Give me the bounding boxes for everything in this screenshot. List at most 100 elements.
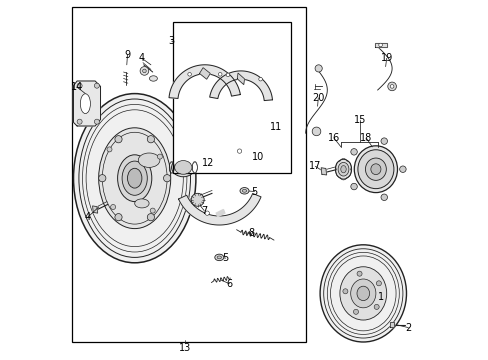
Text: 6: 6 [226,279,232,289]
Polygon shape [199,68,210,79]
Ellipse shape [138,153,160,167]
Circle shape [99,175,106,182]
Polygon shape [178,135,259,165]
Circle shape [378,43,382,47]
Ellipse shape [357,150,393,189]
Text: 17: 17 [308,161,321,171]
Ellipse shape [134,199,149,208]
Circle shape [350,149,357,155]
Polygon shape [209,71,272,100]
Text: 3: 3 [168,36,175,46]
Circle shape [157,154,162,159]
Circle shape [107,147,112,152]
Circle shape [115,213,122,221]
Polygon shape [374,43,386,47]
Circle shape [147,136,154,143]
Polygon shape [218,141,226,151]
Polygon shape [92,206,98,213]
Circle shape [163,175,170,182]
Text: 13: 13 [179,343,191,353]
Ellipse shape [335,159,351,179]
Bar [72,7,305,342]
Ellipse shape [99,128,170,229]
Ellipse shape [214,254,224,261]
Circle shape [399,166,406,172]
Circle shape [94,119,99,124]
Text: 12: 12 [201,158,214,168]
Ellipse shape [240,188,248,194]
Text: 8: 8 [247,228,254,238]
Circle shape [187,72,191,76]
Ellipse shape [356,286,369,301]
Ellipse shape [370,164,380,175]
Circle shape [191,193,204,206]
Text: 9: 9 [124,50,130,60]
Circle shape [226,73,229,77]
Ellipse shape [340,166,346,173]
Ellipse shape [365,158,386,180]
Text: 15: 15 [353,115,366,125]
Circle shape [311,127,320,136]
Ellipse shape [73,94,196,263]
Circle shape [110,204,115,210]
Circle shape [147,213,154,221]
Circle shape [342,289,347,294]
Text: 11: 11 [269,122,282,132]
Text: 7: 7 [201,206,207,216]
Ellipse shape [127,168,142,188]
Polygon shape [169,65,240,98]
Ellipse shape [174,161,192,174]
Ellipse shape [337,162,348,176]
Text: 5: 5 [251,186,257,197]
Text: 4: 4 [84,212,91,222]
Circle shape [373,304,378,309]
Text: 4: 4 [139,53,144,63]
Ellipse shape [339,267,386,320]
Polygon shape [216,210,224,217]
Text: 19: 19 [380,53,392,63]
Circle shape [115,136,122,143]
Circle shape [380,194,386,201]
Ellipse shape [217,256,221,259]
Circle shape [350,183,357,190]
Circle shape [237,149,241,153]
Circle shape [142,69,146,73]
Ellipse shape [350,279,375,308]
Polygon shape [178,193,261,225]
Text: 5: 5 [222,253,228,263]
Circle shape [77,83,82,88]
Circle shape [376,281,381,286]
Text: 16: 16 [327,133,339,143]
Circle shape [204,211,209,215]
Circle shape [387,82,396,91]
Polygon shape [237,73,244,85]
Circle shape [258,77,262,81]
Ellipse shape [122,161,147,195]
Ellipse shape [354,146,397,193]
Circle shape [314,65,322,72]
Text: 18: 18 [359,133,371,143]
Ellipse shape [171,158,195,177]
Text: 2: 2 [405,323,410,333]
Text: 1: 1 [377,292,384,302]
Ellipse shape [242,189,246,192]
Circle shape [356,271,361,276]
Ellipse shape [117,155,151,202]
Circle shape [389,85,393,88]
Bar [172,22,291,173]
Text: 14: 14 [71,82,83,92]
Ellipse shape [80,94,90,114]
Polygon shape [73,81,101,126]
Circle shape [218,72,222,76]
Polygon shape [389,322,393,327]
Polygon shape [321,168,326,175]
Ellipse shape [149,76,157,81]
Circle shape [94,83,99,88]
Text: 20: 20 [311,93,324,103]
Circle shape [150,208,155,213]
Circle shape [353,309,358,314]
Circle shape [140,67,148,75]
Ellipse shape [320,245,406,342]
Circle shape [380,138,386,144]
Text: 10: 10 [251,152,264,162]
